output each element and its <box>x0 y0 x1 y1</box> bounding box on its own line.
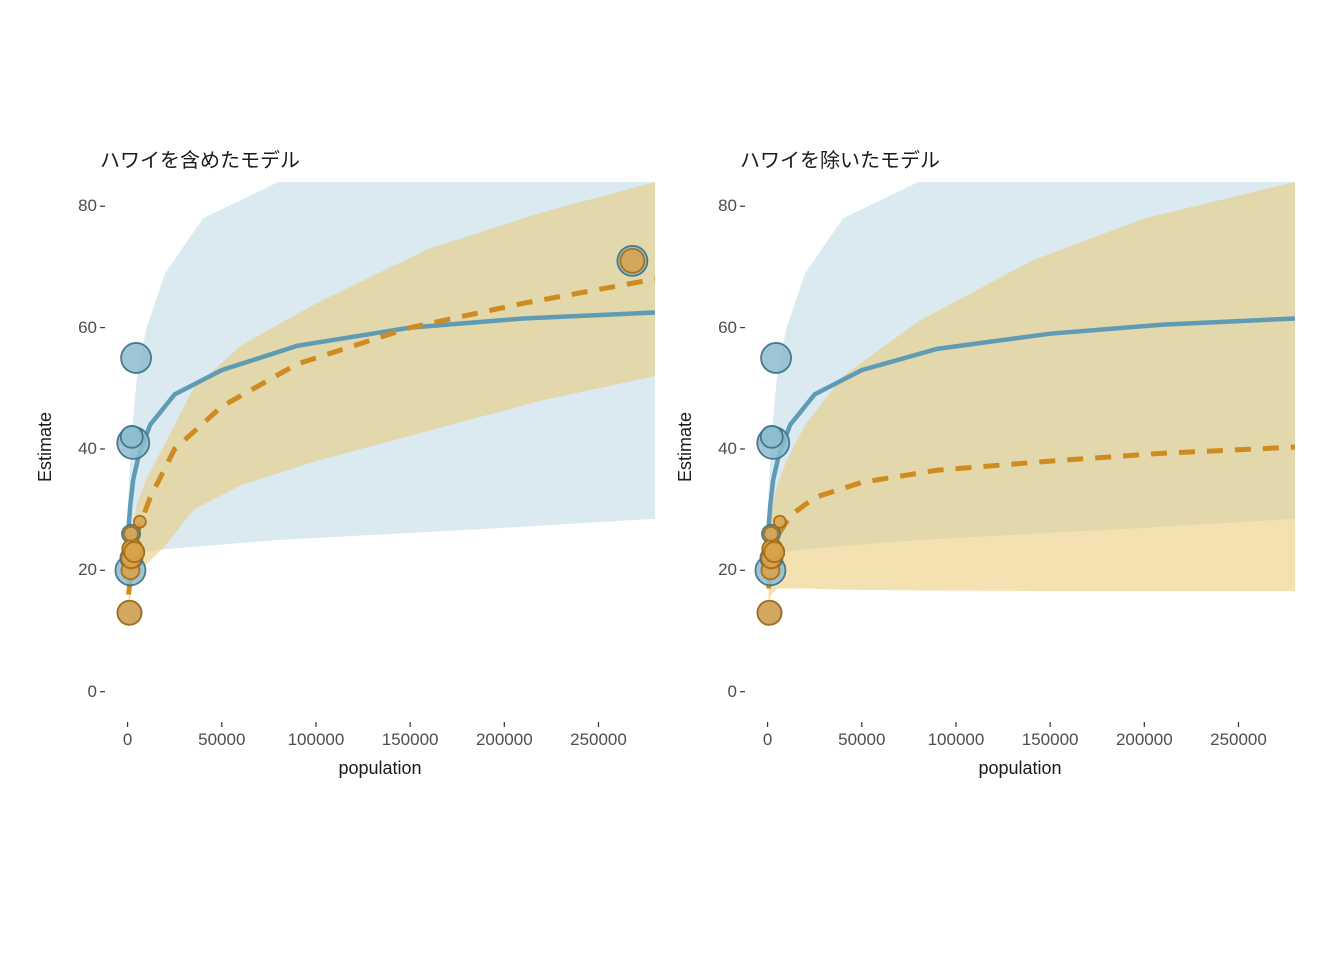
orange-data-point <box>774 516 786 528</box>
y-tick-label: 80 <box>709 196 737 216</box>
x-axis-title: population <box>978 758 1061 779</box>
blue-data-point <box>121 343 151 373</box>
y-tick-label: 80 <box>69 196 97 216</box>
figure-stage: ハワイを含めたモデル 0 50000 100000 150000 200000 250000… <box>0 0 1344 960</box>
orange-data-point <box>764 542 784 562</box>
y-tick-label: 0 <box>69 682 97 702</box>
x-axis-title: population <box>338 758 421 779</box>
plot-area <box>745 182 1295 722</box>
x-tick-label: 250000 <box>1210 730 1267 750</box>
plot-area <box>105 182 655 722</box>
x-tick-label: 100000 <box>288 730 345 750</box>
x-tick-label: 250000 <box>570 730 627 750</box>
y-tick-label: 0 <box>709 682 737 702</box>
blue-data-point <box>761 343 791 373</box>
y-tick-label: 20 <box>709 560 737 580</box>
y-tick-label: 60 <box>709 318 737 338</box>
x-tick-label: 50000 <box>838 730 885 750</box>
y-tick-label: 20 <box>69 560 97 580</box>
orange-data-point <box>124 542 144 562</box>
panel-title: ハワイを除いたモデル <box>740 144 940 173</box>
orange-data-point <box>757 601 781 625</box>
orange-data-point <box>117 601 141 625</box>
x-tick-label: 50000 <box>198 730 245 750</box>
y-axis-title: Estimate <box>35 412 56 482</box>
orange-data-point <box>134 516 146 528</box>
x-tick-label: 200000 <box>476 730 533 750</box>
y-tick-label: 40 <box>69 439 97 459</box>
y-axis-title: Estimate <box>675 412 696 482</box>
blue-data-point <box>761 426 783 448</box>
x-tick-label: 0 <box>123 730 132 750</box>
orange-data-point <box>764 527 778 541</box>
x-tick-label: 0 <box>763 730 772 750</box>
x-tick-label: 200000 <box>1116 730 1173 750</box>
x-tick-label: 100000 <box>928 730 985 750</box>
y-tick-label: 60 <box>69 318 97 338</box>
orange-data-point <box>124 527 138 541</box>
y-tick-label: 40 <box>709 439 737 459</box>
x-tick-label: 150000 <box>1022 730 1079 750</box>
orange-data-point <box>620 249 644 273</box>
blue-data-point <box>121 426 143 448</box>
panel-title: ハワイを含めたモデル <box>100 144 300 173</box>
x-tick-label: 150000 <box>382 730 439 750</box>
